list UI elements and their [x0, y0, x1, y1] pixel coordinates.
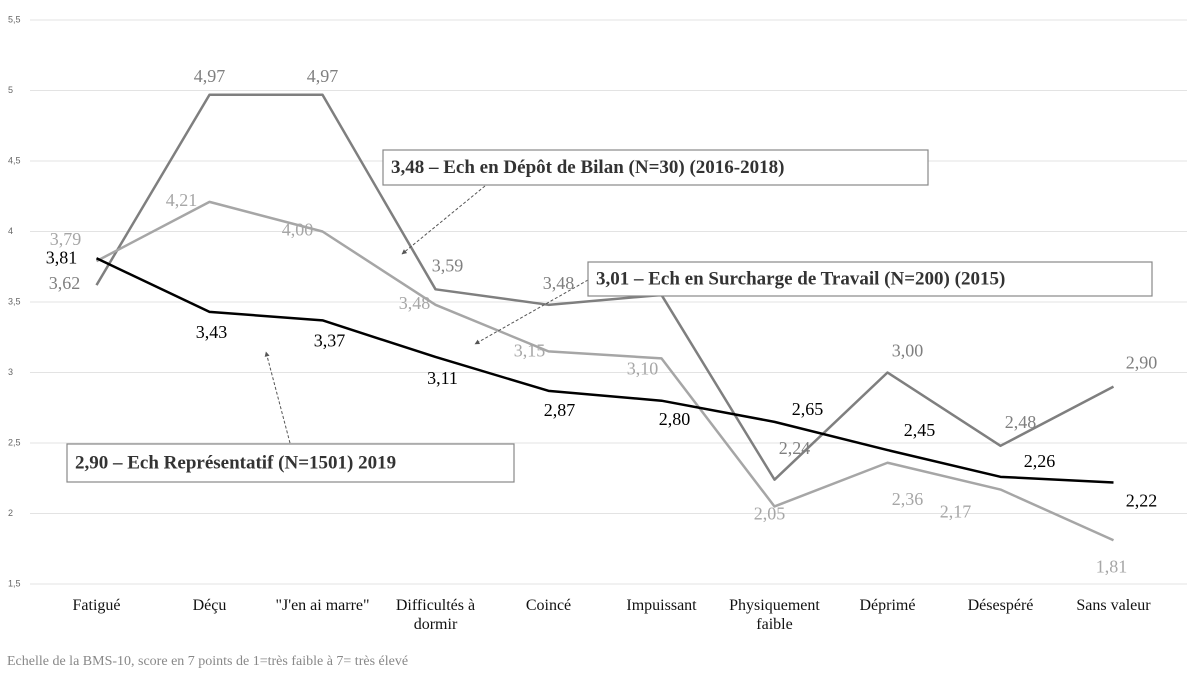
- x-tick-label-box: Déçu: [192, 597, 227, 614]
- value-label: 3,11: [427, 368, 458, 388]
- value-label: 3,10: [627, 359, 659, 379]
- value-label: 2,48: [1005, 412, 1037, 432]
- x-tick-label-box: Impuissant: [626, 597, 697, 614]
- legend-box: [382, 149, 929, 186]
- legend-label: 3,01 – Ech en Surcharge de Travail (N=20…: [596, 268, 1005, 289]
- x-tick-label-box: Physiquement faible: [729, 597, 820, 633]
- y-tick-label: 5,5: [8, 14, 21, 24]
- legend-box: [587, 261, 1153, 297]
- value-label: 2,87: [544, 400, 576, 420]
- y-tick-label: 4: [8, 226, 13, 236]
- value-label: 4,97: [194, 66, 226, 86]
- y-tick-label: 3: [8, 367, 13, 377]
- value-label: 2,22: [1126, 491, 1158, 511]
- x-tick-label-box: Déprimé: [859, 597, 916, 614]
- arrow: [264, 351, 291, 444]
- value-label: 2,36: [892, 489, 924, 509]
- y-tick-label: 5: [8, 85, 13, 95]
- value-label: 3,43: [196, 322, 228, 342]
- x-tick-label-box: Sans valeur: [1076, 597, 1151, 614]
- series-line: [95, 200, 1115, 542]
- value-label: 3,59: [432, 255, 464, 275]
- x-tick-label-box: Difficultés à dormir: [395, 597, 476, 633]
- x-tick-label-box: Fatigué: [72, 597, 121, 614]
- series-line: [95, 257, 1114, 484]
- legend-box: [66, 443, 515, 483]
- legend: 3,48 – Ech en Dépôt de Bilan (N=30) (201…: [66, 149, 1153, 483]
- value-label: 3,79: [50, 229, 82, 249]
- x-tick-label: Coincé: [525, 597, 572, 614]
- y-tick-label: 3,5: [8, 296, 21, 306]
- value-label: 3,48: [399, 293, 431, 313]
- x-tick-label: Physiquement faible: [729, 597, 820, 633]
- x-tick-label: "J'en ai marre": [275, 597, 370, 614]
- arrow: [474, 279, 589, 345]
- lines: [95, 93, 1115, 542]
- x-tick-label: Sans valeur: [1076, 597, 1151, 614]
- value-label: 2,90: [1126, 353, 1158, 373]
- value-label: 2,05: [754, 504, 786, 524]
- x-tick-label: Difficultés à dormir: [395, 597, 476, 633]
- value-label: 4,21: [166, 190, 198, 210]
- value-label: 3,15: [514, 340, 546, 360]
- value-label: 3,00: [892, 341, 924, 361]
- value-label: 2,80: [659, 409, 691, 429]
- value-label: 3,62: [49, 273, 81, 293]
- legend-label: 3,48 – Ech en Dépôt de Bilan (N=30) (201…: [391, 157, 784, 178]
- x-tick-label: Impuissant: [626, 597, 697, 614]
- value-label: 3,48: [543, 273, 575, 293]
- value-label: 4,97: [307, 66, 339, 86]
- footnote: Echelle de la BMS-10, score en 7 points …: [7, 654, 408, 669]
- y-tick-label: 2: [8, 508, 13, 518]
- y-tick-label: 2,5: [8, 437, 21, 447]
- x-tick-label: Fatigué: [72, 597, 121, 614]
- y-tick-label: 1,5: [8, 578, 21, 588]
- value-label: 2,24: [779, 438, 811, 458]
- x-tick-label-box: Coincé: [525, 597, 572, 614]
- value-label: 1,81: [1096, 556, 1128, 576]
- x-tick-label: Déprimé: [859, 597, 916, 614]
- value-label: 3,81: [46, 247, 78, 267]
- value-label: 2,45: [904, 420, 936, 440]
- series-line: [95, 93, 1115, 481]
- x-tick-label: Déçu: [192, 597, 227, 614]
- value-label: 4,00: [282, 220, 314, 240]
- value-label: 3,37: [314, 330, 346, 350]
- labels: Fatigué Déçu "J'en ai marre" Difficultés à …: [46, 66, 1158, 633]
- value-label: 2,17: [940, 502, 972, 522]
- grid: 1,5 2 2,5 3 3,5 4 4,5 5 5,5: [8, 14, 1187, 588]
- value-label: 2,65: [792, 399, 824, 419]
- y-tick-label: 4,5: [8, 155, 21, 165]
- legend-label: 2,90 – Ech Représentatif (N=1501) 2019: [75, 452, 396, 473]
- x-tick-label-box: Désespéré: [967, 597, 1034, 614]
- x-tick-label-box: "J'en ai marre": [275, 597, 370, 614]
- x-tick-label: Désespéré: [967, 597, 1034, 614]
- value-label: 2,26: [1024, 451, 1056, 471]
- arrow: [401, 185, 486, 255]
